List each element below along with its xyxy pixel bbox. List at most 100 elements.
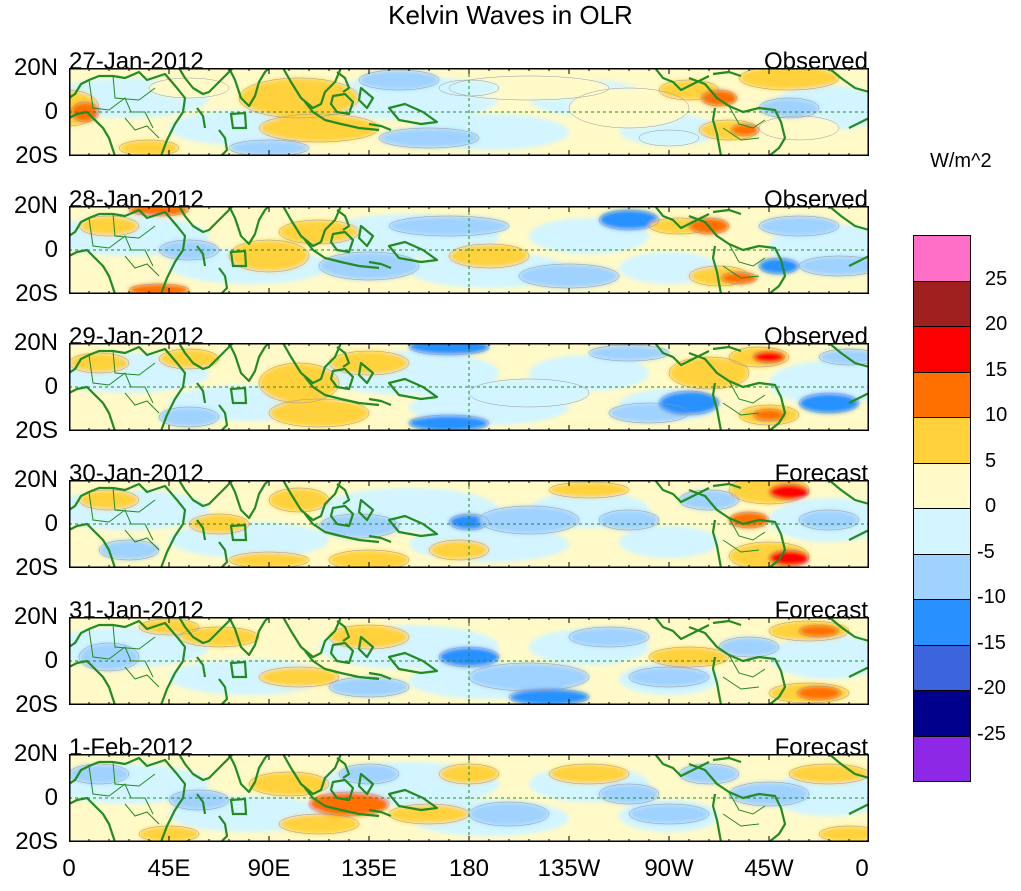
contour-line	[638, 129, 700, 147]
anomaly-contour	[819, 826, 869, 842]
contour-line	[318, 513, 400, 539]
coastline	[368, 671, 392, 681]
coastline	[218, 404, 229, 431]
coastline	[69, 522, 117, 568]
map-panel: 1-Feb-2012 Forecast 20N 0 20S	[0, 734, 900, 891]
contour-line	[388, 215, 510, 237]
coastline	[282, 206, 343, 248]
colorbar-label: -15	[977, 631, 1006, 654]
contour-line	[628, 803, 710, 825]
lat-label-20n: 20N	[13, 740, 58, 767]
country-border	[88, 79, 154, 129]
contour-line	[228, 239, 310, 273]
contour-line	[648, 646, 730, 668]
coastline	[196, 656, 207, 678]
contour-line	[818, 825, 869, 842]
anomaly-contour	[819, 349, 869, 365]
coastline	[69, 345, 187, 431]
anomaly-contour	[659, 391, 719, 415]
anomaly-contour	[649, 647, 729, 667]
x-label-90e: 90E	[247, 855, 291, 882]
anomaly-contour	[799, 510, 859, 530]
country-border	[88, 628, 154, 678]
anomaly-contour	[739, 68, 839, 90]
contour-line	[628, 666, 710, 688]
anomaly-contour	[319, 514, 399, 538]
olr-anomaly-map	[69, 480, 869, 568]
anomaly-contour	[639, 130, 699, 146]
coastline	[304, 650, 380, 681]
coastline	[828, 617, 869, 643]
country-border	[112, 624, 156, 650]
coastline	[712, 208, 742, 216]
anomaly-contour	[229, 552, 309, 568]
coastline	[368, 122, 392, 132]
country-border	[124, 803, 160, 825]
contour-lines	[69, 68, 840, 156]
coastline	[329, 367, 355, 391]
anomaly-contour	[599, 784, 659, 804]
colorbar-label: -25	[977, 722, 1006, 745]
colorbar-swatch	[913, 508, 971, 555]
anomaly-contour	[721, 272, 757, 284]
anomaly-contour	[389, 804, 469, 824]
contour-line	[148, 77, 230, 99]
region-box	[229, 111, 248, 130]
coastline	[228, 206, 270, 246]
coastline	[387, 788, 439, 812]
x-label-45e: 45E	[147, 855, 191, 882]
coastline	[218, 541, 229, 568]
anomaly-contour	[359, 70, 439, 90]
contour-line	[798, 509, 860, 531]
contour-line	[688, 217, 730, 235]
coastline	[688, 488, 787, 568]
coastline	[218, 678, 229, 705]
anomaly-contour	[797, 686, 841, 700]
contour-line	[78, 642, 140, 672]
contour-line	[258, 666, 340, 688]
coastline	[848, 392, 869, 404]
contour-line	[228, 139, 310, 156]
colorbar-swatch	[913, 326, 971, 373]
lat-label-20n: 20N	[13, 603, 58, 630]
contour-line	[768, 620, 850, 642]
contour-line	[730, 123, 760, 137]
coastline	[69, 796, 117, 842]
lat-label-20n: 20N	[13, 329, 58, 356]
coastline	[828, 206, 869, 232]
colorbar-swatch	[913, 462, 971, 509]
anomaly-contour	[79, 216, 139, 236]
contour-line	[598, 509, 660, 531]
coastline	[196, 107, 207, 129]
coastline	[282, 68, 343, 110]
country-border	[728, 243, 766, 267]
anomaly-fields	[69, 619, 869, 705]
country-border	[112, 75, 156, 101]
coastline	[304, 239, 380, 270]
coastline	[69, 619, 187, 705]
coastline	[336, 209, 351, 231]
anomaly-contour	[753, 351, 785, 363]
coastline	[69, 110, 117, 156]
coastline	[848, 803, 869, 815]
lat-label-20s: 20S	[15, 828, 58, 855]
coastline	[712, 70, 742, 78]
contour-line	[128, 283, 190, 294]
anomaly-contour	[159, 407, 219, 427]
anomaly-contour	[469, 379, 589, 407]
lat-label-20s: 20S	[15, 691, 58, 718]
anomaly-contour	[519, 264, 619, 288]
lat-label-0: 0	[44, 510, 58, 537]
colorbar-swatch	[913, 371, 971, 418]
country-border	[124, 529, 160, 551]
contour-line	[278, 813, 360, 835]
contour-line	[228, 551, 310, 568]
coastline	[711, 107, 723, 156]
coastline	[387, 514, 439, 538]
coastline	[329, 92, 355, 116]
coastline	[69, 385, 117, 431]
contour-line	[508, 688, 590, 705]
x-label-135e: 135E	[340, 855, 398, 882]
coastline	[712, 482, 742, 490]
contour-line	[758, 215, 840, 237]
